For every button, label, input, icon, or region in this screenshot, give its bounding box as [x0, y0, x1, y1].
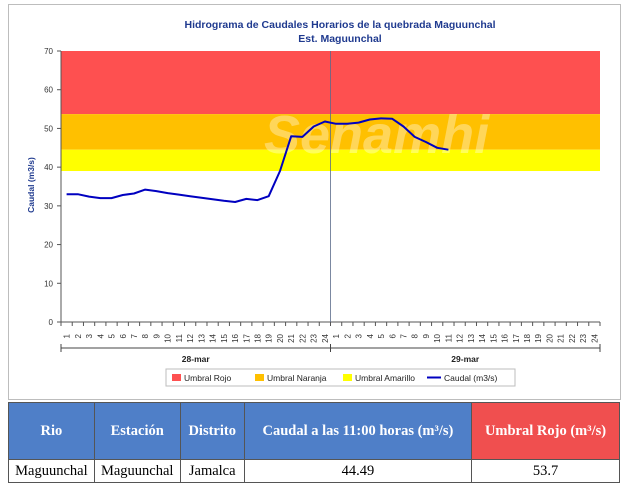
y-tick-label-20: 20: [44, 241, 53, 250]
chart-legend: Umbral Rojo Umbral Naranja Umbral Amarillo…: [165, 368, 516, 387]
header-umbral-rojo: Umbral Rojo (m³/s): [471, 402, 620, 460]
table-header-row: Rio Estación Distrito Caudal a las 11:00…: [8, 402, 620, 460]
x-tick-label-27: 3: [355, 333, 364, 338]
series-line-1: [66, 117, 449, 203]
x-tick-label-8: 8: [141, 333, 150, 338]
x-tick-label-12: 12: [186, 333, 195, 342]
cell-umbral-rojo: 53.7: [471, 459, 620, 483]
legend-label-4: Caudal (m3/s): [444, 373, 498, 383]
legend-swatch-1: [172, 374, 181, 381]
x-tick-label-37: 13: [467, 333, 476, 342]
x-tick-label-35: 11: [444, 333, 453, 342]
x-tick-label-34: 10: [433, 333, 442, 342]
hydrograph-chart: Hidrograma de Caudales Horarios de la qu…: [26, 19, 601, 387]
watermark-logo-text: Senamhi: [264, 105, 490, 165]
x-tick-label-33: 9: [422, 333, 431, 338]
x-tick-label-38: 14: [478, 333, 487, 342]
chart-subtitle: Est. Maguunchal: [298, 33, 382, 45]
x-tick-label-14: 14: [209, 333, 218, 342]
cell-rio: Maguunchal: [8, 459, 95, 483]
x-tick-label-17: 17: [242, 333, 251, 342]
x-tick-label-31: 7: [399, 333, 408, 338]
legend-swatch-3: [343, 374, 352, 381]
station-info-table: Rio Estación Distrito Caudal a las 11:00…: [8, 402, 620, 483]
x-tick-label-16: 16: [231, 333, 240, 342]
legend-label-1: Umbral Rojo: [184, 373, 232, 383]
x-tick-label-1: 1: [63, 333, 72, 338]
x-tick-label-26: 2: [343, 333, 352, 338]
x-tick-label-24: 24: [321, 333, 330, 342]
x-tick-label-3: 3: [85, 333, 94, 338]
x-tick-label-41: 17: [512, 333, 521, 342]
x-tick-label-2: 2: [74, 333, 83, 338]
x-tick-label-43: 19: [534, 333, 543, 342]
x-axis-ticks: 1 2 3 4 5 6 7 8 9 10 11 12 13 14 15 16 17 18 19 20 21 22 23 24 1…: [60, 322, 601, 343]
x-tick-label-39: 15: [489, 333, 498, 342]
x-tick-label-4: 4: [96, 333, 105, 338]
x-tick-label-18: 18: [254, 333, 263, 342]
watermark-layer: Senamhi: [264, 105, 490, 165]
y-tick-label-0: 0: [49, 318, 54, 327]
header-estacion: Estación: [93, 402, 181, 460]
legend-swatch-2: [255, 374, 264, 381]
chart-title: Hidrograma de Caudales Horarios de la qu…: [185, 19, 496, 31]
x-tick-label-6: 6: [119, 333, 128, 338]
legend-label-3: Umbral Amarillo: [355, 373, 415, 383]
cell-caudal: 44.49: [243, 459, 473, 483]
y-axis-label: Caudal (m3/s): [26, 157, 36, 213]
x-tick-label-30: 6: [388, 333, 397, 338]
x-tick-label-15: 15: [220, 333, 229, 342]
x-tick-label-13: 13: [197, 333, 206, 342]
x-tick-label-46: 22: [568, 333, 577, 342]
legend-box: [165, 368, 516, 387]
x-tick-label-25: 1: [332, 333, 341, 338]
series-layer: [66, 117, 449, 203]
y-tick-label-70: 70: [44, 47, 53, 56]
x-tick-label-10: 10: [164, 333, 173, 342]
x-tick-label-44: 20: [545, 333, 554, 342]
header-distrito: Distrito: [179, 402, 245, 460]
x-tick-label-11: 11: [175, 333, 184, 342]
x-tick-label-19: 19: [265, 333, 274, 342]
y-tick-label-40: 40: [44, 163, 53, 172]
date-label-1: 28-mar: [182, 354, 211, 364]
table-row: Maguunchal Maguunchal Jamalca 44.49 53.7: [8, 459, 620, 483]
chart-panel: Hidrograma de Caudales Horarios de la qu…: [8, 4, 621, 400]
x-tick-label-21: 21: [287, 333, 296, 342]
x-tick-label-22: 22: [298, 333, 307, 342]
x-tick-label-7: 7: [130, 333, 139, 338]
x-tick-label-29: 5: [377, 333, 386, 338]
x-tick-label-45: 21: [557, 333, 566, 342]
y-tick-label-50: 50: [44, 124, 53, 133]
cell-estacion: Maguunchal: [93, 459, 181, 483]
x-tick-label-32: 8: [411, 333, 420, 338]
x-tick-label-23: 23: [310, 333, 319, 342]
cell-distrito: Jamalca: [179, 459, 245, 483]
y-axis-ticks: 0 10 20 30 40 50 60 70: [44, 47, 61, 327]
x-tick-label-9: 9: [152, 333, 161, 338]
y-tick-label-30: 30: [44, 202, 53, 211]
x-tick-label-48: 24: [590, 333, 599, 342]
x-tick-label-42: 18: [523, 333, 532, 342]
y-tick-label-10: 10: [44, 279, 53, 288]
x-tick-label-20: 20: [276, 333, 285, 342]
x-tick-label-28: 4: [366, 333, 375, 338]
x-tick-label-47: 23: [579, 333, 588, 342]
x-tick-label-40: 16: [501, 333, 510, 342]
header-caudal: Caudal a las 11:00 horas (m³/s): [243, 402, 473, 460]
x-tick-label-36: 12: [456, 333, 465, 342]
x-tick-label-5: 5: [108, 333, 117, 338]
date-labels: 28-mar 29-mar: [182, 354, 480, 364]
y-tick-label-60: 60: [44, 86, 53, 95]
header-rio: Rio: [8, 402, 95, 460]
legend-label-2: Umbral Naranja: [267, 373, 327, 383]
date-label-2: 29-mar: [451, 354, 480, 364]
